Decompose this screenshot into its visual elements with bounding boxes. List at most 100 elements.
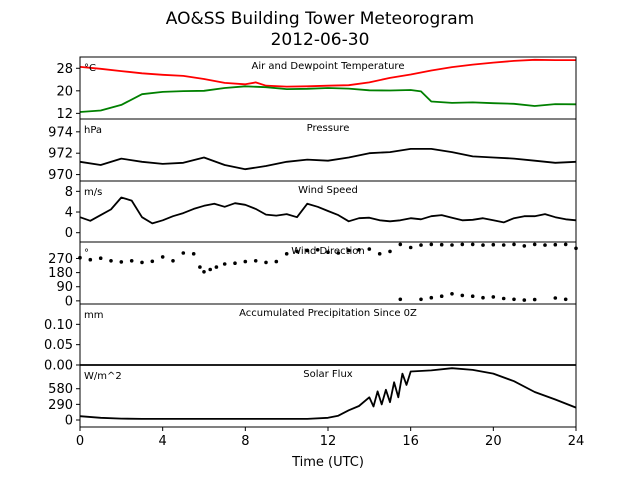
data-point (481, 295, 485, 300)
y-tick-label: 972 (48, 147, 73, 162)
panel-title: Pressure (307, 123, 350, 134)
y-tick-label: 90 (56, 280, 73, 295)
data-point (398, 297, 403, 302)
data-point (398, 242, 403, 247)
x-tick-label: 24 (568, 434, 585, 449)
data-point (512, 242, 516, 247)
data-point (532, 297, 537, 302)
data-point (284, 252, 289, 256)
figure-subtitle: 2012-06-30 (271, 30, 370, 50)
data-point (326, 250, 330, 254)
data-point (429, 295, 434, 300)
data-point (214, 265, 219, 269)
data-point (450, 243, 454, 247)
data-point (295, 249, 299, 254)
panel-unit-label: mm (84, 310, 103, 321)
panel-unit-label: ° (84, 248, 89, 259)
data-point (501, 296, 506, 301)
data-point (408, 245, 413, 250)
data-point (315, 248, 320, 252)
y-tick-label: 4 (65, 206, 73, 221)
panel-unit-label: hPa (84, 125, 102, 136)
y-tick-label: 290 (48, 398, 73, 413)
data-point (460, 242, 465, 247)
data-point (150, 259, 155, 264)
y-tick-label: 20 (56, 84, 73, 99)
data-point (388, 249, 392, 254)
data-point (377, 252, 382, 256)
data-point (491, 242, 496, 247)
data-point (198, 265, 202, 269)
data-point (460, 293, 465, 298)
y-tick-label: 0.10 (44, 318, 73, 333)
series-line-2 (79, 85, 577, 113)
data-point (563, 297, 568, 302)
data-point (191, 252, 196, 256)
y-tick-label: 270 (48, 252, 73, 267)
data-point (346, 248, 351, 253)
panel-title: Accumulated Precipitation Since 0Z (239, 308, 417, 319)
panel-2: 970 972 974 hPa Pressure (48, 118, 577, 183)
data-point (563, 242, 568, 247)
data-point (181, 251, 186, 255)
data-point (470, 242, 475, 247)
x-axis: 0 4 8 12 16 20 24 (76, 427, 584, 449)
data-point (274, 259, 279, 264)
data-point (264, 260, 268, 265)
data-point (305, 248, 310, 253)
panel-3: 0 4 8 m/s Wind Speed (65, 180, 577, 243)
x-tick-label: 16 (402, 434, 419, 449)
data-point (491, 295, 496, 299)
x-tick-label: 0 (76, 434, 84, 449)
panel-title: Solar Flux (303, 369, 353, 380)
data-point (109, 259, 113, 263)
x-tick-label: 12 (320, 434, 337, 449)
x-tick-label: 8 (241, 434, 249, 449)
y-tick-label: 974 (48, 125, 73, 140)
data-point (357, 248, 361, 252)
data-point (543, 243, 547, 247)
data-point (119, 260, 124, 264)
figure-title: AO&SS Building Tower Meteorogram (166, 9, 474, 29)
data-point (522, 244, 527, 248)
x-tick-label: 20 (485, 434, 502, 449)
data-point (253, 259, 258, 263)
y-tick-label: 8 (65, 185, 73, 200)
data-point (336, 251, 341, 255)
data-point (439, 294, 444, 299)
y-tick-label: 0.05 (44, 338, 73, 353)
data-point (202, 270, 206, 274)
data-point (522, 298, 527, 302)
data-point (553, 242, 558, 247)
data-point (367, 247, 372, 251)
data-point (501, 243, 506, 247)
y-tick-label: 12 (56, 107, 73, 122)
data-point (419, 243, 423, 247)
data-point (243, 259, 248, 264)
data-point (532, 242, 537, 247)
data-point (129, 259, 134, 263)
data-point (140, 260, 144, 265)
x-axis-label: Time (UTC) (291, 455, 364, 470)
series-line-1 (79, 196, 577, 225)
y-tick-label: 580 (48, 382, 73, 397)
y-tick-label: 0 (65, 413, 73, 428)
y-tick-label: 0 (65, 294, 73, 309)
data-point (429, 242, 434, 247)
data-point (160, 255, 165, 259)
data-point (233, 261, 237, 266)
panel-5: 0.00 0.05 0.10 mm Accumulated Precipitation … (44, 303, 577, 374)
y-tick-label: 0.00 (44, 359, 73, 374)
panel-unit-label: °C (84, 63, 96, 74)
panel-1: 12 20 28 °C Air and Dewpoint Temperature (56, 56, 577, 122)
data-point (470, 294, 475, 299)
data-point (419, 297, 423, 302)
x-tick-label: 4 (159, 434, 167, 449)
panel-title: Wind Speed (298, 185, 358, 196)
data-point (481, 243, 485, 247)
series-line-1 (79, 58, 576, 88)
y-tick-label: 28 (56, 62, 73, 77)
